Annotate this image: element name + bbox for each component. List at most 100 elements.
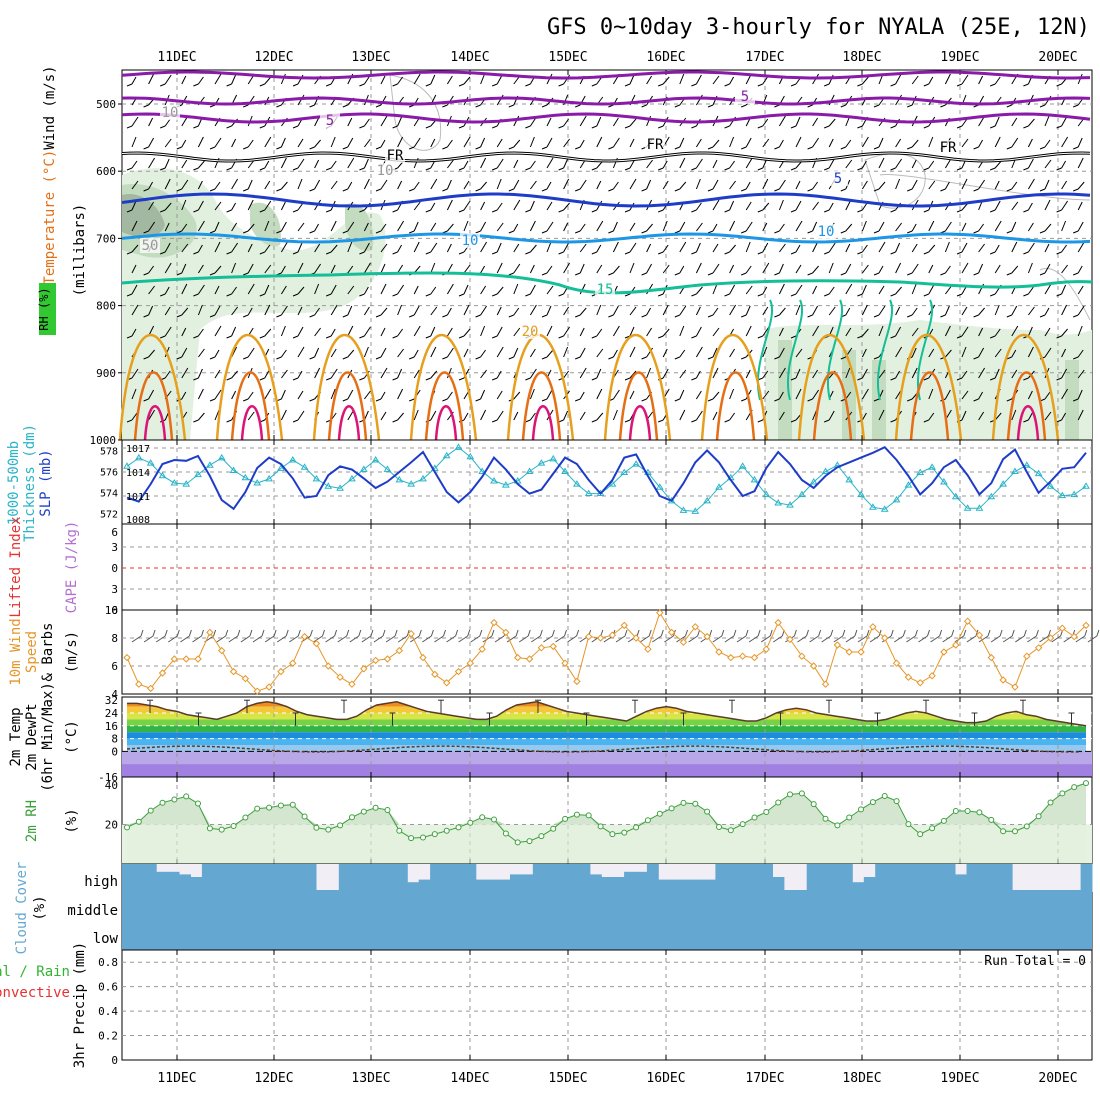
wind-barb xyxy=(164,158,170,169)
thickness-marker xyxy=(951,492,960,500)
wind10m-barb xyxy=(373,635,384,643)
wind-barb xyxy=(529,388,535,400)
wind-barb xyxy=(762,326,770,337)
wind-barb xyxy=(745,265,752,274)
wind-barb xyxy=(961,326,969,337)
wind-barb-flag xyxy=(176,314,182,318)
wind-barb xyxy=(878,285,885,295)
wind-barb xyxy=(430,346,437,358)
wind-barb-flag xyxy=(707,104,714,108)
wind-barb xyxy=(380,411,387,421)
wind-barb-flag xyxy=(508,146,514,150)
wind-barb-flag xyxy=(475,314,481,318)
wind-barb-flag xyxy=(160,209,166,213)
wind10m-barb xyxy=(942,635,952,643)
wind-barb xyxy=(679,73,685,85)
wind-barb-flag xyxy=(873,146,880,150)
wind-barb-flag xyxy=(126,167,133,171)
wind-barb xyxy=(978,75,984,85)
rh2m-marker xyxy=(562,815,569,822)
wind-barb-flag xyxy=(425,377,431,381)
wind10m-barb xyxy=(482,635,493,643)
wind-barb-flag xyxy=(1006,230,1012,234)
wind-barb xyxy=(745,181,751,190)
wind-barb-flag xyxy=(458,209,465,213)
wind-barb xyxy=(828,262,834,274)
wind10m-barb-flag xyxy=(443,629,446,637)
rh2m-marker xyxy=(573,811,580,818)
wind10m-marker xyxy=(324,662,332,670)
temp2m-grid xyxy=(122,697,1092,777)
thickness-marker xyxy=(809,478,818,485)
cloud-high-bar xyxy=(806,864,819,892)
wind-barb-flag xyxy=(160,251,166,255)
wind-barb xyxy=(563,202,570,211)
wind-barb xyxy=(363,158,369,169)
wind-barb-flag xyxy=(226,209,232,213)
wind-barb xyxy=(1061,116,1068,127)
rh2m-marker xyxy=(147,807,154,814)
wind-barb xyxy=(845,243,851,253)
axis-tick-label: 3 xyxy=(111,541,118,554)
wind-barb xyxy=(164,118,171,127)
rh2m-marker xyxy=(680,799,687,806)
wind-barb-flag xyxy=(425,335,431,339)
rh2m-marker xyxy=(1071,784,1078,791)
cloud-high-bar xyxy=(977,864,990,892)
wind-barb xyxy=(546,221,554,232)
wind-barb xyxy=(762,178,769,190)
wind-barb xyxy=(961,118,968,127)
bottom-date-label: 20DEC xyxy=(1038,1071,1077,1086)
wind10m-barb xyxy=(567,635,577,643)
cloud-high-bar xyxy=(1046,890,1059,892)
wind-barb xyxy=(994,304,1000,316)
wind-barb xyxy=(662,264,670,274)
wind10m-marker xyxy=(454,667,463,676)
wind-barb xyxy=(330,220,337,232)
wind-barb xyxy=(1077,349,1084,358)
wind-barb xyxy=(994,220,1002,232)
wind-barb xyxy=(131,180,139,190)
thickness-marker xyxy=(608,480,617,487)
wind-barb-flag xyxy=(956,293,963,297)
lifted-index-label: Lifted Index xyxy=(8,516,24,617)
rh2m-marker xyxy=(739,821,746,828)
wind10m-barb xyxy=(773,635,783,643)
wind-barb xyxy=(1044,327,1051,337)
wind-barb-flag xyxy=(475,188,481,192)
rh2m-marker xyxy=(408,835,415,842)
wind-barb xyxy=(861,368,868,379)
rh2m-under-fill xyxy=(127,783,1086,864)
wind-barb-flag xyxy=(608,356,614,360)
wind-barb-flag xyxy=(525,377,531,381)
wind-barb xyxy=(214,389,222,400)
wind-barb-flag xyxy=(857,125,863,129)
wind-barb-flag xyxy=(392,293,398,297)
wind-barb-flag xyxy=(160,293,166,297)
rh2m-marker xyxy=(289,801,296,808)
rh2m-marker xyxy=(502,830,509,837)
wind-barb xyxy=(397,244,403,253)
wind10m-barb xyxy=(252,635,263,643)
wind-barb xyxy=(795,180,801,190)
rh2m-marker xyxy=(550,825,557,832)
top-date-label: 17DEC xyxy=(745,50,784,65)
wind-barb xyxy=(463,328,471,337)
wind-barb xyxy=(397,304,403,316)
wind10m-barb-flag xyxy=(914,629,918,637)
wind-barb xyxy=(264,328,272,337)
wind-barb xyxy=(446,347,454,358)
precip-label-a: Total / Rain xyxy=(0,964,70,980)
wind-barb-flag xyxy=(193,167,199,171)
bottom-date-label: 18DEC xyxy=(842,1071,881,1086)
wind-barb-flag xyxy=(508,188,514,192)
wind10m-barb xyxy=(216,635,226,643)
thickness-marker xyxy=(312,474,321,482)
wind10m-barb xyxy=(180,635,190,643)
wind-barb xyxy=(745,201,752,211)
wind-barb xyxy=(978,327,984,337)
wind-barb-flag xyxy=(624,419,631,423)
wind-barb-flag xyxy=(409,356,415,360)
